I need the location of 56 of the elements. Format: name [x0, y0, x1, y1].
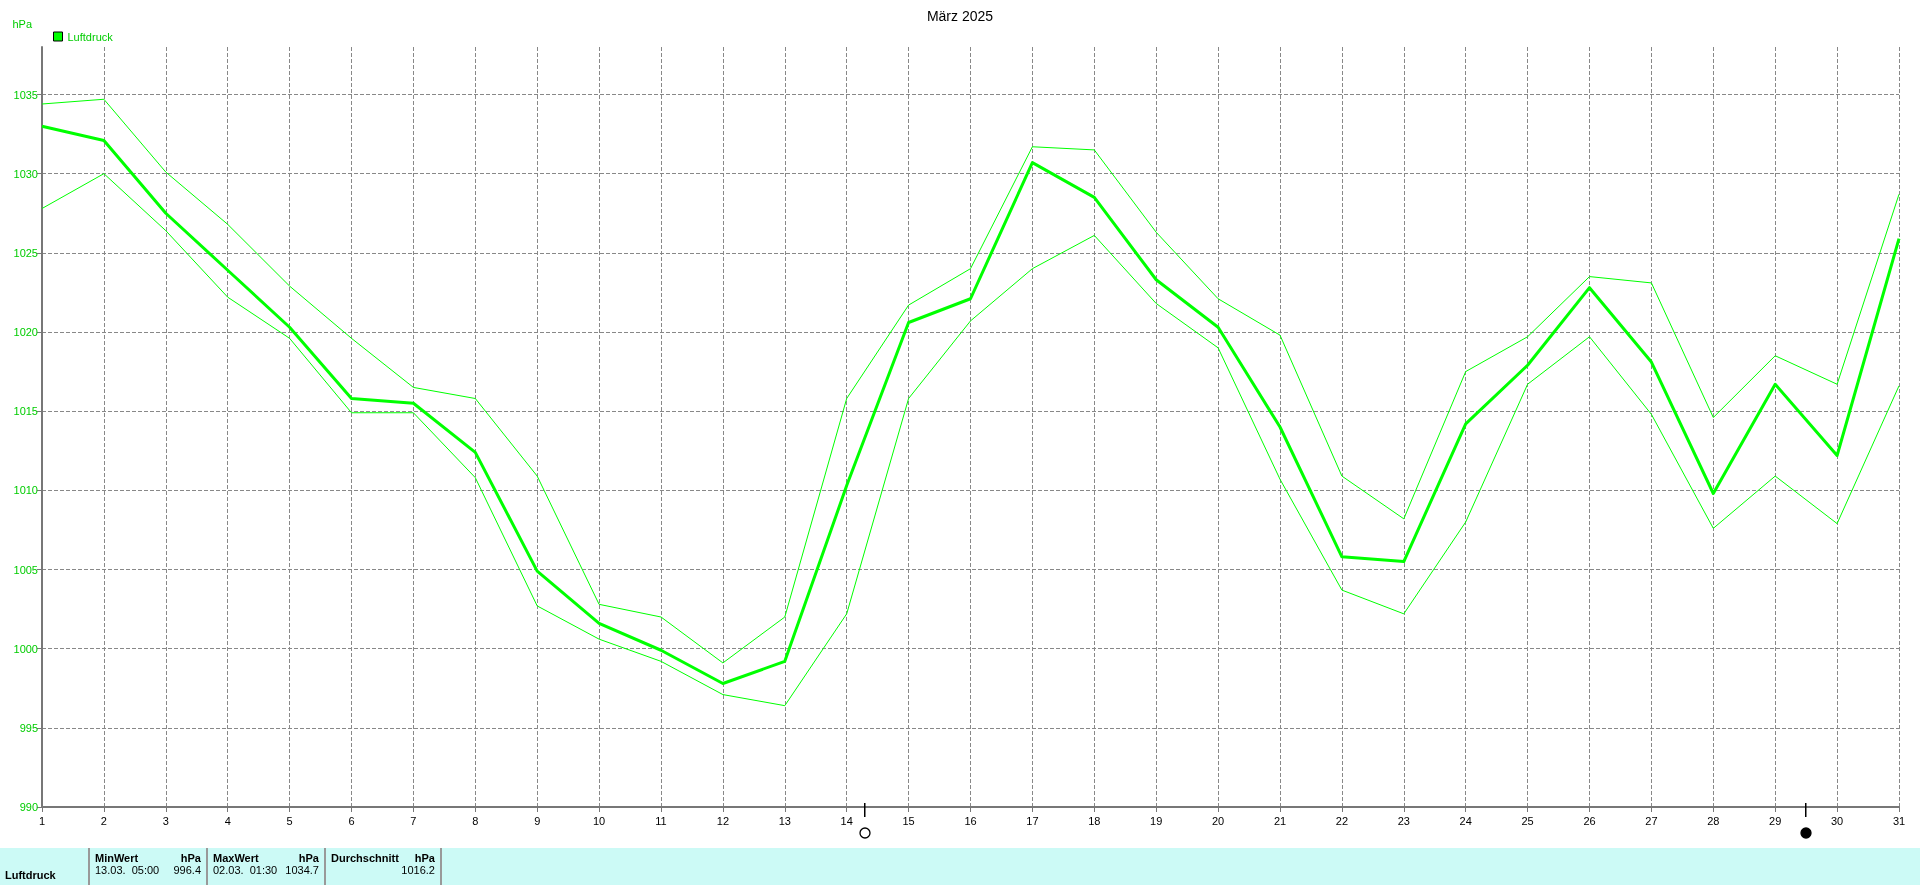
- x-tick-label: 13: [778, 814, 791, 827]
- x-tick-label: 10: [592, 814, 606, 827]
- y-tick-label: 1030: [13, 167, 38, 180]
- x-tick-label: 18: [1088, 814, 1101, 827]
- x-tick-label: 2: [100, 814, 107, 827]
- text: 13.03. 05:00: [95, 864, 160, 876]
- y-tick-label: 1035: [13, 88, 38, 101]
- text: MaxWert: [213, 852, 259, 864]
- x-tick-label: 14: [840, 814, 853, 827]
- x-tick-label: 3: [162, 814, 169, 827]
- y-tick-label: 1010: [13, 484, 38, 497]
- y-tick-label: 1025: [13, 246, 38, 259]
- x-tick-label: 4: [224, 814, 231, 827]
- x-tick-label: 6: [348, 814, 355, 827]
- x-tick-label: 25: [1521, 814, 1534, 827]
- legend-label: Luftdruck: [67, 30, 114, 43]
- y-tick-label: 990: [19, 801, 38, 813]
- text: Luftdruck: [5, 869, 56, 881]
- y-tick-label: 1020: [13, 326, 38, 338]
- x-tick-label: 27: [1645, 814, 1658, 827]
- x-tick-label: 30: [1830, 814, 1844, 827]
- x-tick-label: 9: [534, 814, 541, 827]
- x-tick-label: 16: [964, 814, 977, 827]
- text: 1016.2: [401, 864, 435, 876]
- x-tick-label: 19: [1150, 814, 1163, 827]
- x-tick-label: 22: [1335, 814, 1349, 827]
- y-tick-label: 1015: [13, 405, 38, 418]
- x-tick-label: 28: [1707, 814, 1720, 827]
- y-axis-title: hPa: [12, 17, 33, 30]
- text: Durchschnitt: [331, 852, 399, 864]
- x-tick-label: 20: [1211, 814, 1225, 827]
- x-tick-label: 1: [38, 814, 46, 827]
- x-tick-label: 31: [1892, 814, 1906, 827]
- y-tick-label: 995: [19, 721, 38, 734]
- x-tick-label: 17: [1026, 814, 1039, 827]
- chart-title: März 2025: [926, 8, 994, 24]
- text: hPa: [414, 852, 435, 864]
- text: 1034.7: [285, 864, 319, 876]
- x-tick-label: 15: [902, 814, 915, 827]
- x-tick-label: 7: [410, 814, 417, 827]
- text: 996.4: [173, 864, 201, 876]
- x-tick-label: 26: [1583, 814, 1596, 827]
- x-tick-label: 23: [1397, 814, 1410, 827]
- x-tick-label: 29: [1769, 814, 1782, 827]
- y-tick-label: 1000: [13, 642, 38, 655]
- text: hPa: [180, 852, 201, 864]
- x-tick-label: 24: [1459, 814, 1472, 827]
- text: hPa: [298, 852, 319, 864]
- y-tick-label: 1005: [13, 563, 38, 576]
- text: 02.03. 01:30: [213, 864, 278, 876]
- x-tick-label: 11: [655, 814, 667, 827]
- text: MinWert: [95, 852, 139, 864]
- x-tick-label: 21: [1273, 814, 1287, 827]
- x-tick-label: 8: [472, 814, 479, 827]
- x-tick-label: 12: [716, 814, 730, 827]
- x-tick-label: 5: [286, 814, 293, 827]
